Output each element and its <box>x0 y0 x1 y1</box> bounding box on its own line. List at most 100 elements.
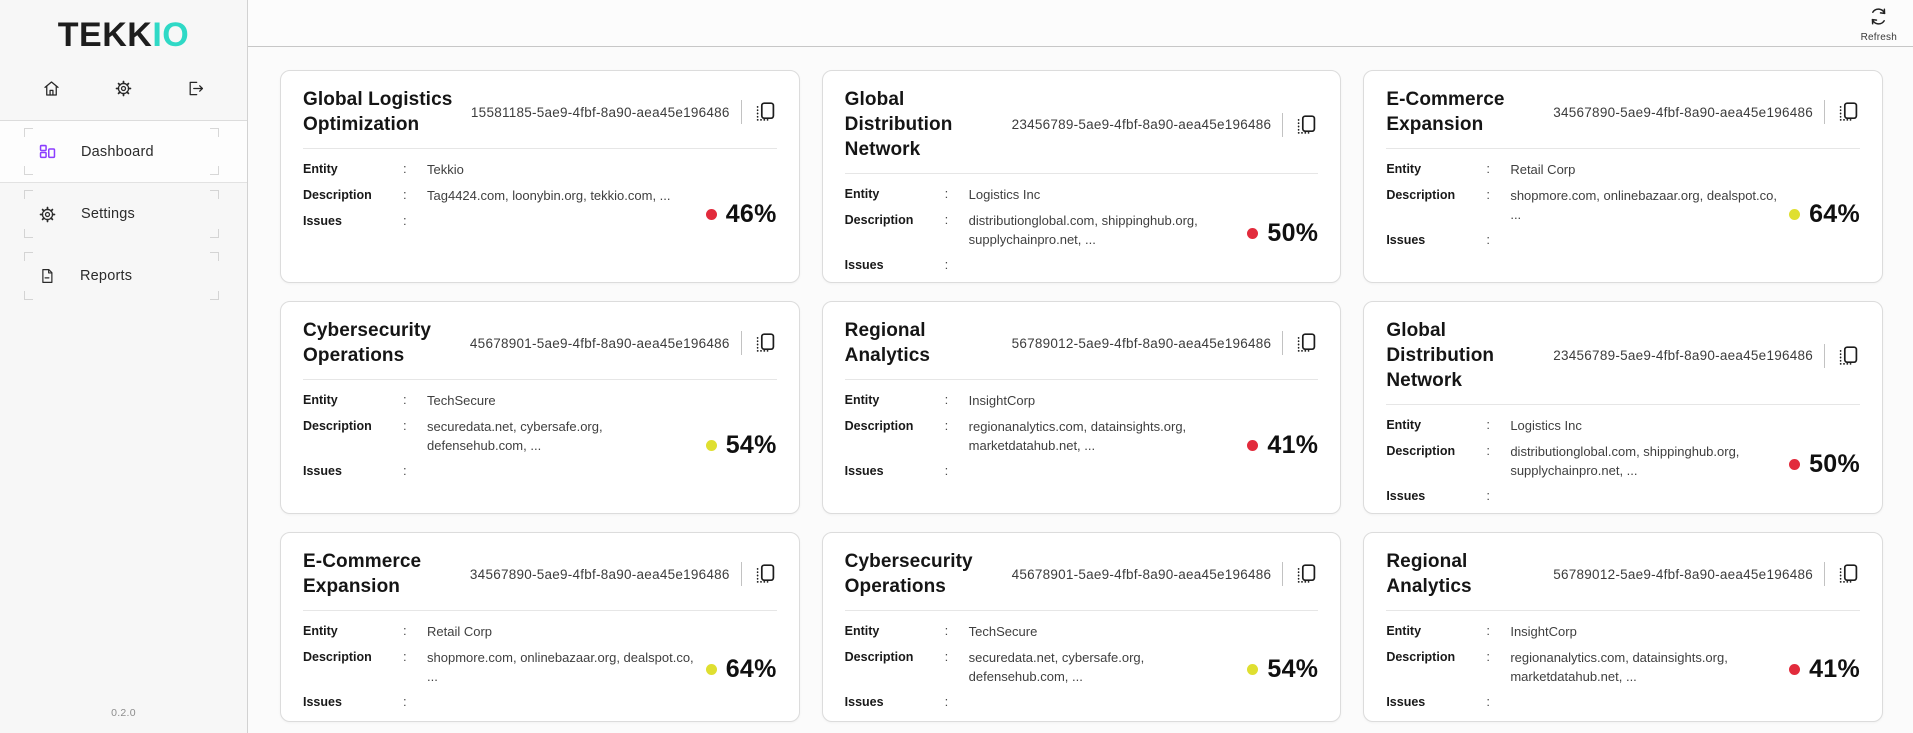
card-body: Entity : Logistics Inc Description : dis… <box>1386 417 1860 511</box>
issues-value <box>1510 488 1516 504</box>
description-label: Description <box>1386 444 1456 459</box>
score-value: 41% <box>1267 431 1319 460</box>
copy-icon[interactable] <box>1836 100 1860 124</box>
sidebar-item-settings[interactable]: Settings <box>0 183 247 245</box>
status-dot <box>705 440 717 452</box>
card-separator <box>303 148 777 150</box>
card-separator <box>1386 610 1860 612</box>
issues-label: Issues <box>844 694 884 709</box>
score-badge: 64% <box>700 655 777 684</box>
score-badge: 50% <box>1241 219 1318 248</box>
app-version: 0.2.0 <box>111 707 136 719</box>
issues-row: Issues : <box>1386 488 1783 504</box>
card-header: E-Commerce Expansion 34567890-5ae9-4fbf-… <box>303 549 777 599</box>
description-value: securedata.net, cybersafe.org, defensehu… <box>968 650 1145 684</box>
copy-icon[interactable] <box>1294 331 1318 355</box>
copy-icon[interactable] <box>1294 562 1318 586</box>
sidebar-item-dashboard[interactable]: Dashboard <box>0 121 247 183</box>
field-colon: : <box>403 392 407 408</box>
description-label: Description <box>303 188 372 202</box>
field-colon: : <box>1486 443 1490 459</box>
card-header: E-Commerce Expansion 34567890-5ae9-4fbf-… <box>1386 87 1860 137</box>
uuid-divider <box>740 100 742 125</box>
logout-icon[interactable] <box>186 79 205 98</box>
card-body: Entity : TechSecure Description : secure… <box>845 623 1319 717</box>
card-separator <box>1386 404 1860 406</box>
status-dot <box>705 664 717 676</box>
score-badge: 46% <box>700 200 777 229</box>
score-badge: 54% <box>700 431 777 460</box>
card-title: E-Commerce Expansion <box>303 551 422 598</box>
sidebar-item-label: Dashboard <box>81 143 154 160</box>
description-row: Description : securedata.net, cybersafe.… <box>303 418 700 456</box>
sidebar-nav: Dashboard Settings <box>0 121 247 307</box>
dashboard-grid-icon <box>38 142 57 161</box>
card-body: Entity : Retail Corp Description : shopm… <box>303 623 777 717</box>
field-colon: : <box>403 462 407 478</box>
card-body: Entity : Logistics Inc Description : dis… <box>845 186 1319 280</box>
entity-value: Retail Corp <box>1510 162 1576 178</box>
score-value: 64% <box>1809 200 1860 229</box>
card-header: Regional Analytics 56789012-5ae9-4fbf-8a… <box>845 318 1319 368</box>
entity-row: Entity : InsightCorp <box>845 392 1242 411</box>
score-value: 50% <box>1809 449 1860 478</box>
status-dot <box>1789 664 1801 676</box>
entity-label: Entity <box>844 624 880 639</box>
sidebar-item-reports[interactable]: Reports <box>0 245 247 307</box>
card-body: Entity : InsightCorp Description : regio… <box>1386 623 1860 717</box>
card-fields: Entity : Logistics Inc Description : dis… <box>845 186 1242 280</box>
card-body: Entity : Retail Corp Description : shopm… <box>1386 161 1860 268</box>
copy-icon[interactable] <box>753 100 777 124</box>
card-uuid: 45678901-5ae9-4fbf-8a90-aea45e196486 <box>1011 566 1272 582</box>
copy-icon[interactable] <box>753 331 777 355</box>
card-uuid: 34567890-5ae9-4fbf-8a90-aea45e196486 <box>1553 104 1813 120</box>
entity-label: Entity <box>1386 162 1422 177</box>
copy-icon[interactable] <box>1836 562 1860 586</box>
issues-value <box>427 463 433 479</box>
field-colon: : <box>944 186 949 202</box>
card-uuid: 23456789-5ae9-4fbf-8a90-aea45e196486 <box>1553 348 1813 364</box>
score-value: 41% <box>1809 655 1860 684</box>
description-row: Description : regionanalytics.com, datai… <box>845 418 1242 456</box>
score-badge: 50% <box>1783 450 1860 479</box>
issues-row: Issues : <box>1386 232 1783 248</box>
gear-icon[interactable] <box>114 79 133 98</box>
project-card: Regional Analytics 56789012-5ae9-4fbf-8a… <box>821 301 1342 514</box>
description-value: Tag4424.com, loonybin.org, tekkio.com, .… <box>427 188 671 203</box>
entity-value: InsightCorp <box>1510 624 1577 640</box>
card-uuid-group: 23456789-5ae9-4fbf-8a90-aea45e196486 <box>1553 343 1860 368</box>
copy-icon[interactable] <box>1294 113 1318 137</box>
card-uuid-group: 45678901-5ae9-4fbf-8a90-aea45e196486 <box>1011 562 1319 587</box>
card-separator <box>844 610 1319 612</box>
issues-value <box>427 213 433 229</box>
home-icon[interactable] <box>42 79 61 98</box>
copy-icon[interactable] <box>1836 344 1860 368</box>
card-separator <box>844 379 1319 381</box>
card-title: Cybersecurity Operations <box>303 320 432 367</box>
card-header: Cybersecurity Operations 45678901-5ae9-4… <box>845 549 1319 599</box>
copy-icon[interactable] <box>753 562 777 586</box>
field-colon: : <box>1486 417 1490 433</box>
uuid-divider <box>740 562 742 587</box>
logo-text-accent: IO <box>152 16 190 54</box>
card-fields: Entity : Retail Corp Description : shopm… <box>1386 161 1783 255</box>
field-colon: : <box>944 418 949 433</box>
issues-value <box>427 694 433 710</box>
uuid-divider <box>1282 562 1284 587</box>
field-colon: : <box>944 649 949 664</box>
report-document-icon <box>38 267 56 285</box>
description-row: Description : shopmore.com, onlinebazaar… <box>1386 187 1783 225</box>
issues-value <box>1510 232 1516 248</box>
topbar: Refresh <box>248 0 1913 47</box>
entity-label: Entity <box>844 393 880 408</box>
gear-icon <box>38 205 57 224</box>
card-uuid: 23456789-5ae9-4fbf-8a90-aea45e196486 <box>1011 117 1272 133</box>
entity-label: Entity <box>1386 418 1422 433</box>
field-colon: : <box>944 392 949 408</box>
project-card: Global Distribution Network 23456789-5ae… <box>821 70 1342 283</box>
project-card: Global Logistics Optimization 15581185-5… <box>280 70 800 283</box>
refresh-button[interactable]: Refresh <box>1861 6 1897 43</box>
card-fields: Entity : InsightCorp Description : regio… <box>845 392 1242 486</box>
uuid-divider <box>1282 112 1284 137</box>
